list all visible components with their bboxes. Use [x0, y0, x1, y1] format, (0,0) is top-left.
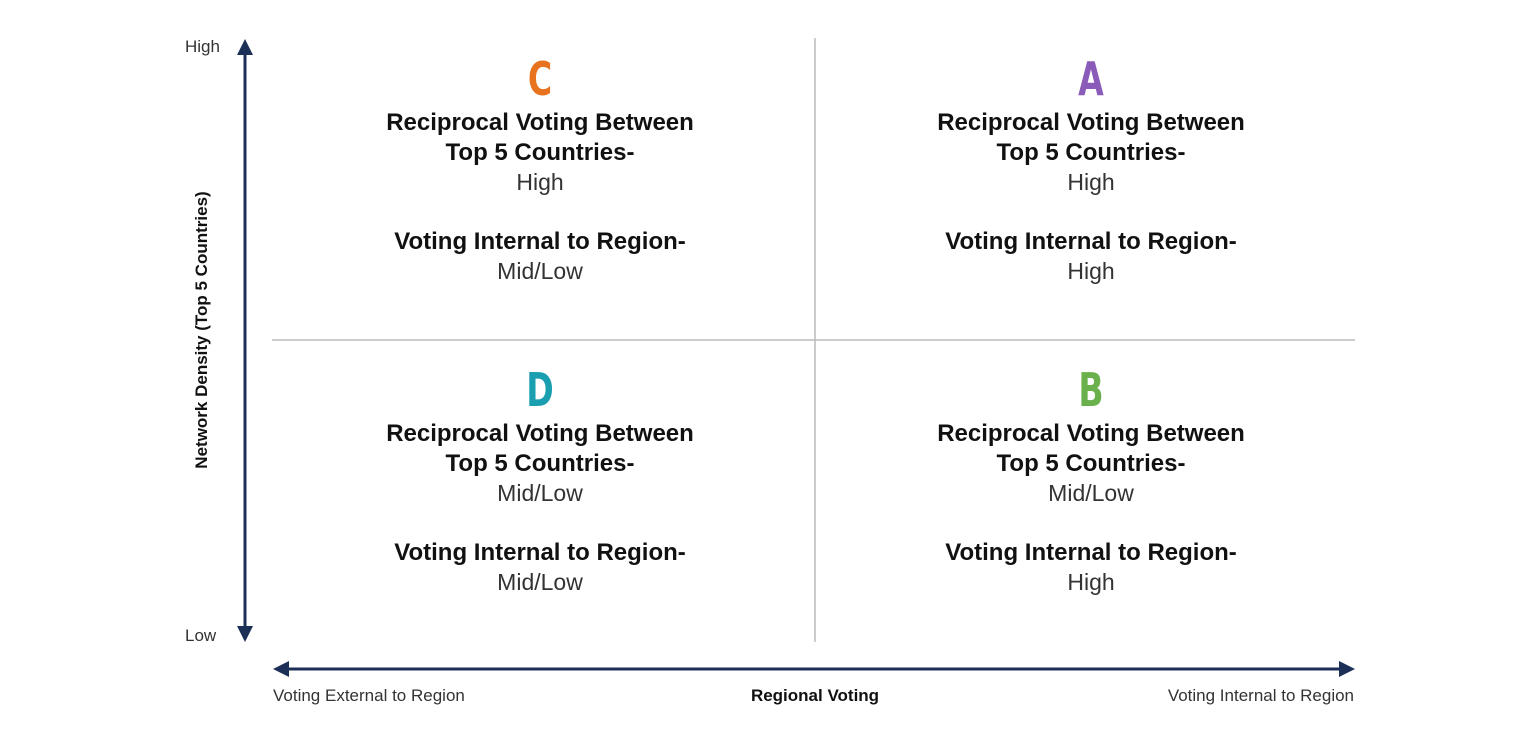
- quadrant-d-heading1-line2: Top 5 Countries-: [445, 450, 635, 477]
- y-axis-bottom-label: Low: [185, 626, 217, 645]
- y-axis-arrow-down: [237, 626, 253, 642]
- quadrant-c-value2: Mid/Low: [497, 258, 583, 284]
- quadrant-a-heading2: Voting Internal to Region-: [945, 228, 1237, 255]
- quadrant-b-letter: B: [1078, 363, 1104, 417]
- quadrant-a-heading1-line2: Top 5 Countries-: [996, 139, 1186, 166]
- quadrant-d-letter: D: [526, 363, 554, 417]
- quadrant-a: A Reciprocal Voting Between Top 5 Countr…: [881, 54, 1301, 286]
- quadrant-c: C Reciprocal Voting Between Top 5 Countr…: [330, 54, 750, 286]
- x-axis-right-label: Voting Internal to Region: [1167, 686, 1354, 705]
- quadrant-b-value1: Mid/Low: [1048, 480, 1134, 506]
- quadrant-b-heading1-line2: Top 5 Countries-: [996, 450, 1186, 477]
- quadrant-c-letter: C: [527, 52, 553, 106]
- x-axis-title: Regional Voting: [750, 686, 880, 705]
- quadrant-d-heading1-line1: Reciprocal Voting Between: [386, 420, 694, 447]
- quadrant-c-heading1-line2: Top 5 Countries-: [445, 139, 635, 166]
- x-axis-arrow-right: [1339, 661, 1355, 677]
- quadrant-a-value1: High: [1067, 169, 1115, 195]
- quadrant-c-value1: High: [516, 169, 564, 195]
- quadrant-d-heading2: Voting Internal to Region-: [394, 539, 686, 566]
- y-axis-title: Network Density (Top 5 Countries): [192, 191, 211, 469]
- x-axis-left-label: Voting External to Region: [273, 686, 465, 705]
- quadrant-b-heading1-line1: Reciprocal Voting Between: [937, 420, 1245, 447]
- quadrant-a-heading1-line1: Reciprocal Voting Between: [937, 109, 1245, 136]
- quadrant-d-value1: Mid/Low: [497, 480, 583, 506]
- quadrant-c-heading1-line1: Reciprocal Voting Between: [386, 109, 694, 136]
- quadrant-c-heading2: Voting Internal to Region-: [394, 228, 686, 255]
- y-axis-arrow-up: [237, 39, 253, 55]
- y-axis-top-label: High: [185, 37, 220, 56]
- quadrant-b-value2: High: [1067, 569, 1115, 595]
- x-axis-arrow-left: [273, 661, 289, 677]
- quadrant-a-letter: A: [1078, 52, 1104, 106]
- quadrant-b-heading2: Voting Internal to Region-: [945, 539, 1237, 566]
- quadrant-a-value2: High: [1067, 258, 1115, 284]
- quadrant-d-value2: Mid/Low: [497, 569, 583, 595]
- quadrant-b: B Reciprocal Voting Between Top 5 Countr…: [881, 365, 1301, 597]
- quadrant-d: D Reciprocal Voting Between Top 5 Countr…: [330, 365, 750, 597]
